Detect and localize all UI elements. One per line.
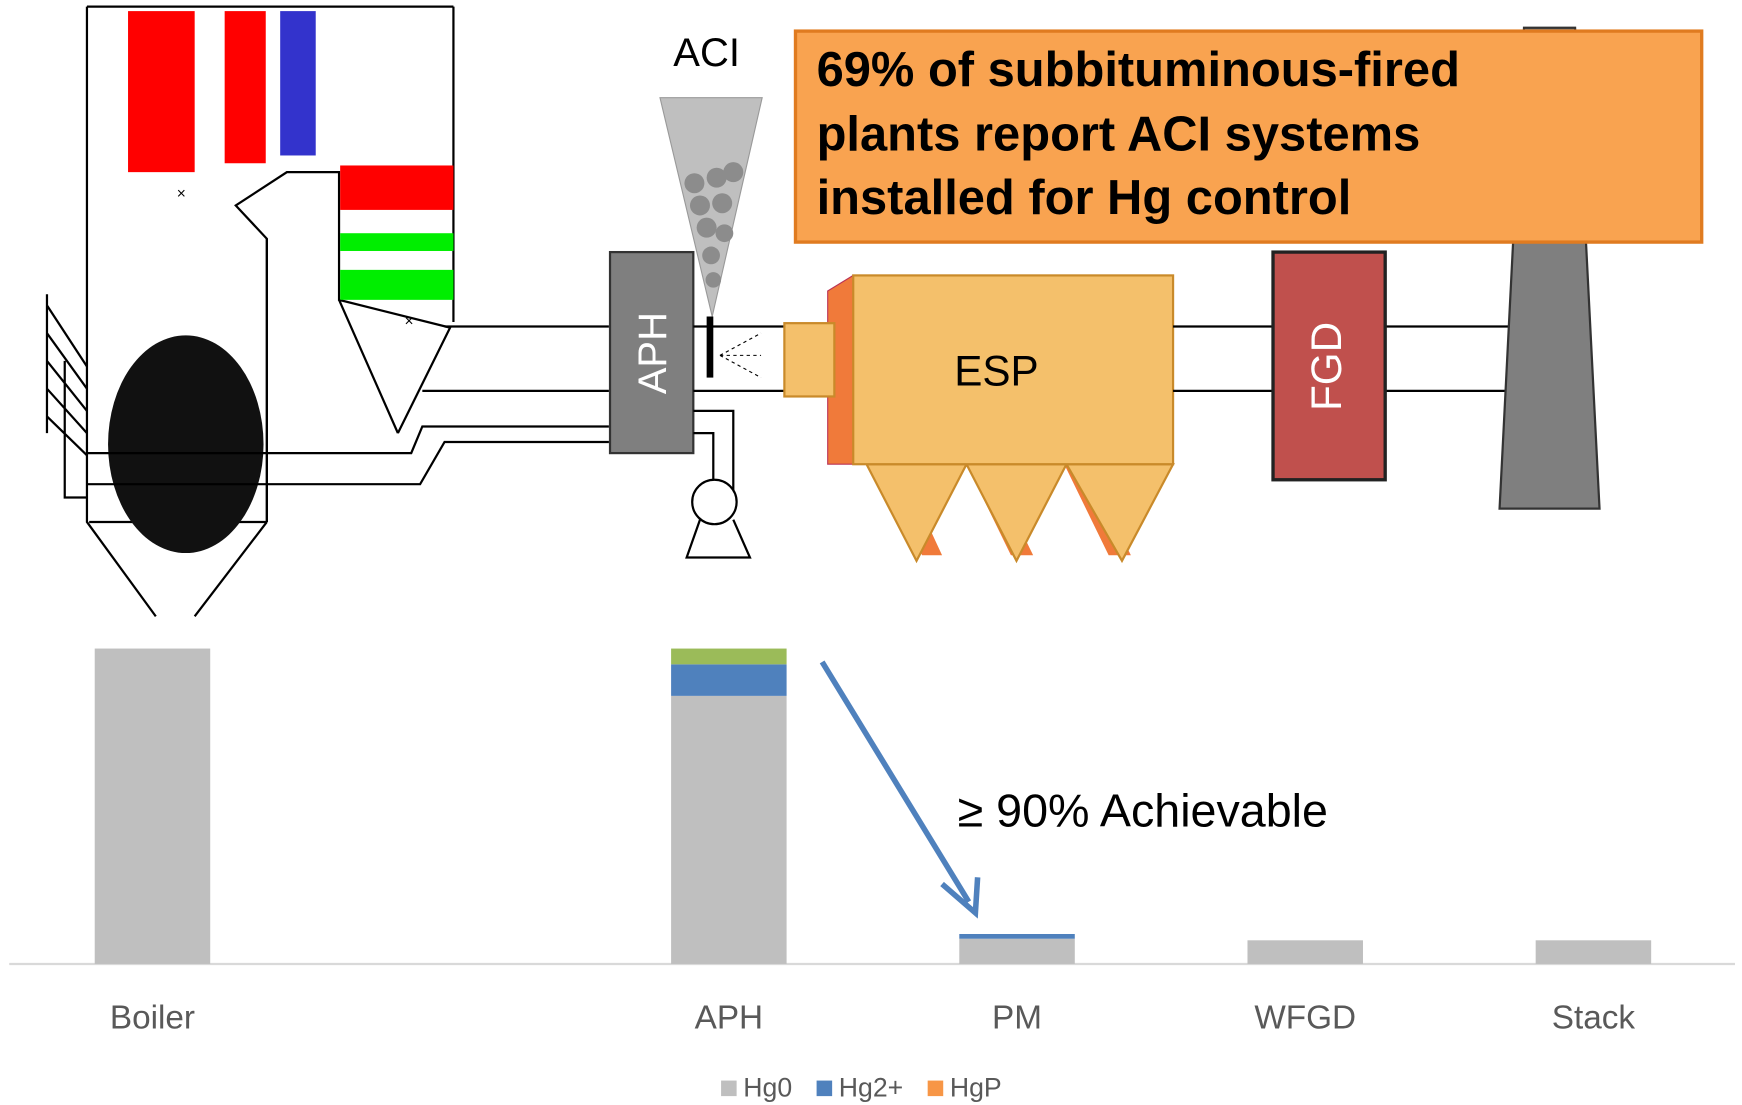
flame: [108, 335, 263, 553]
bar-segment: [671, 664, 786, 696]
x-tick-label: Boiler: [110, 999, 195, 1036]
marker: ×: [404, 313, 413, 330]
process-diagram: × × APH ACI ESP: [47, 7, 1702, 913]
fan: [692, 480, 736, 524]
aph-label: APH: [631, 312, 675, 394]
superheater: [128, 11, 195, 172]
x-tick-label: Stack: [1552, 999, 1636, 1036]
burners: [47, 294, 87, 497]
spray: [720, 333, 761, 377]
callout-text: installed for Hg control: [817, 171, 1352, 225]
x-tick-label: WFGD: [1254, 999, 1356, 1036]
legend-swatch: [817, 1081, 833, 1097]
bar-segment: [671, 696, 786, 964]
economizer: [340, 165, 453, 209]
reheater: [280, 11, 316, 155]
fgd-label: FGD: [1303, 322, 1350, 411]
bar-segment: [1247, 940, 1362, 964]
x-tick-label: PM: [992, 999, 1042, 1036]
legend-swatch: [721, 1081, 737, 1097]
bar-segment: [1536, 940, 1651, 964]
x-tick-label: APH: [695, 999, 763, 1036]
callout-text: plants report ACI systems: [817, 108, 1421, 162]
economizer: [340, 270, 453, 300]
chart: × × APH ACI ESP: [0, 0, 1742, 1105]
injection-lance: [707, 317, 714, 378]
legend-label: HgP: [950, 1072, 1002, 1102]
bar-segment: [959, 934, 1074, 939]
bar-segment: [671, 649, 786, 665]
fan-base: [687, 520, 750, 558]
aci-label: ACI: [673, 31, 740, 75]
bar-segment: [95, 649, 210, 964]
esp: [784, 275, 1173, 560]
legend-label: Hg2+: [839, 1072, 903, 1102]
esp-label: ESP: [954, 347, 1038, 394]
arrow-label: ≥ 90% Achievable: [958, 784, 1328, 836]
marker: ×: [177, 185, 186, 202]
legend-label: Hg0: [743, 1072, 792, 1102]
callout-text: 69% of subbituminous-fired: [817, 43, 1460, 97]
bar-segment: [959, 939, 1074, 964]
economizer: [340, 233, 453, 251]
reduction-arrow: [822, 662, 969, 902]
superheater: [225, 11, 266, 163]
legend-swatch: [928, 1081, 944, 1097]
